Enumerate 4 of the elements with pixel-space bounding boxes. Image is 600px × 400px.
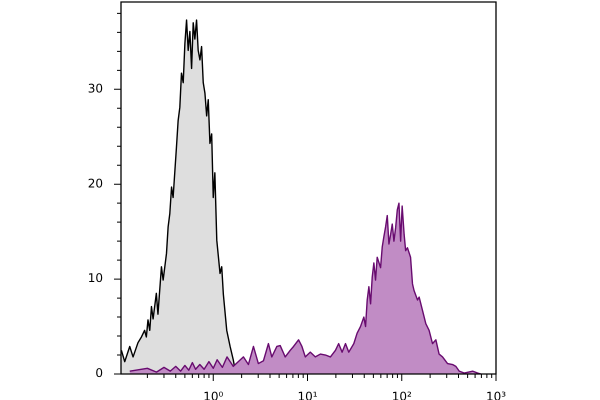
y-tick-label: 20 [88,176,103,190]
y-tick-label: 30 [88,81,103,96]
y-tick-label: 10 [88,271,103,286]
y-tick-label: 0 [95,366,103,380]
